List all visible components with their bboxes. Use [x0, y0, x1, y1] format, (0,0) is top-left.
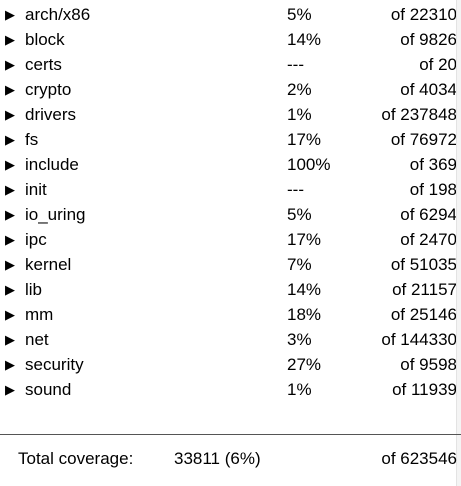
tree-row-security[interactable]: ▶ security 27% of 9598	[0, 352, 461, 377]
coverage-tree: ▶ arch/x86 5% of 22310 ▶ block 14% of 98…	[0, 2, 461, 402]
coverage-percent: 3%	[287, 330, 312, 349]
coverage-total: of 9598	[400, 355, 457, 374]
tree-row-io-uring[interactable]: ▶ io_uring 5% of 6294	[0, 202, 461, 227]
coverage-percent: ---	[287, 180, 304, 199]
tree-row-net[interactable]: ▶ net 3% of 144330	[0, 327, 461, 352]
total-covered-value: 33811 (6%)	[174, 449, 261, 468]
coverage-percent: 100%	[287, 155, 331, 174]
dir-name: sound	[25, 380, 72, 399]
dir-name: drivers	[25, 105, 77, 124]
coverage-total: of 144330	[381, 330, 457, 349]
coverage-percent: ---	[287, 55, 304, 74]
dir-name: include	[25, 155, 79, 174]
coverage-total: of 11939	[392, 380, 457, 399]
dir-name: init	[25, 180, 47, 199]
expand-arrow-icon[interactable]: ▶	[5, 382, 15, 397]
coverage-percent: 5%	[287, 205, 312, 224]
coverage-total: of 369	[409, 155, 457, 174]
dir-name: block	[25, 30, 65, 49]
coverage-total: of 2470	[400, 230, 457, 249]
expand-arrow-icon[interactable]: ▶	[5, 157, 15, 172]
tree-row-mm[interactable]: ▶ mm 18% of 25146	[0, 302, 461, 327]
expand-arrow-icon[interactable]: ▶	[5, 282, 15, 297]
expand-arrow-icon[interactable]: ▶	[5, 132, 15, 147]
expand-arrow-icon[interactable]: ▶	[5, 182, 15, 197]
expand-arrow-icon[interactable]: ▶	[5, 357, 15, 372]
dir-name: lib	[25, 280, 43, 299]
expand-arrow-icon[interactable]: ▶	[5, 32, 15, 47]
dir-name: fs	[25, 130, 39, 149]
coverage-percent: 14%	[287, 280, 322, 299]
coverage-total: of 76972	[390, 130, 457, 149]
dir-name: net	[25, 330, 49, 349]
total-coverage-footer: Total coverage: 33811 (6%) of 623546	[0, 446, 461, 471]
coverage-percent: 7%	[287, 255, 312, 274]
footer-divider	[0, 434, 461, 435]
coverage-percent: 27%	[287, 355, 322, 374]
tree-row-kernel[interactable]: ▶ kernel 7% of 51035	[0, 252, 461, 277]
expand-arrow-icon[interactable]: ▶	[5, 107, 15, 122]
coverage-total: of 22310	[390, 5, 457, 24]
expand-arrow-icon[interactable]: ▶	[5, 232, 15, 247]
tree-row-crypto[interactable]: ▶ crypto 2% of 4034	[0, 77, 461, 102]
coverage-total: of 4034	[400, 80, 457, 99]
coverage-total: of 25146	[390, 305, 457, 324]
coverage-total: of 20	[419, 55, 457, 74]
expand-arrow-icon[interactable]: ▶	[5, 332, 15, 347]
tree-row-lib[interactable]: ▶ lib 14% of 21157	[0, 277, 461, 302]
coverage-percent: 5%	[287, 5, 312, 24]
tree-row-block[interactable]: ▶ block 14% of 9826	[0, 27, 461, 52]
dir-name: crypto	[25, 80, 72, 99]
dir-name: security	[25, 355, 84, 374]
coverage-percent: 17%	[287, 230, 322, 249]
dir-name: arch/x86	[25, 5, 91, 24]
expand-arrow-icon[interactable]: ▶	[5, 207, 15, 222]
tree-row-drivers[interactable]: ▶ drivers 1% of 237848	[0, 102, 461, 127]
coverage-total: of 198	[409, 180, 457, 199]
expand-arrow-icon[interactable]: ▶	[5, 7, 15, 22]
coverage-percent: 2%	[287, 80, 312, 99]
coverage-percent: 18%	[287, 305, 322, 324]
expand-arrow-icon[interactable]: ▶	[5, 82, 15, 97]
coverage-percent: 1%	[287, 380, 312, 399]
total-coverage-label: Total coverage:	[18, 449, 134, 468]
tree-row-init[interactable]: ▶ init --- of 198	[0, 177, 461, 202]
coverage-percent: 17%	[287, 130, 322, 149]
dir-name: mm	[25, 305, 54, 324]
vertical-scrollbar[interactable]	[456, 0, 461, 486]
tree-row-certs[interactable]: ▶ certs --- of 20	[0, 52, 461, 77]
dir-name: certs	[25, 55, 62, 74]
expand-arrow-icon[interactable]: ▶	[5, 57, 15, 72]
tree-row-ipc[interactable]: ▶ ipc 17% of 2470	[0, 227, 461, 252]
coverage-total: of 237848	[381, 105, 457, 124]
tree-row-include[interactable]: ▶ include 100% of 369	[0, 152, 461, 177]
dir-name: kernel	[25, 255, 72, 274]
expand-arrow-icon[interactable]: ▶	[5, 257, 15, 272]
tree-row-sound[interactable]: ▶ sound 1% of 11939	[0, 377, 461, 402]
coverage-total: of 51035	[390, 255, 457, 274]
dir-name: ipc	[25, 230, 47, 249]
coverage-total: of 21157	[392, 280, 457, 299]
coverage-percent: 1%	[287, 105, 312, 124]
total-lines-value: of 623546	[381, 449, 457, 468]
dir-name: io_uring	[25, 205, 86, 224]
coverage-percent: 14%	[287, 30, 322, 49]
tree-row-fs[interactable]: ▶ fs 17% of 76972	[0, 127, 461, 152]
coverage-total: of 6294	[400, 205, 457, 224]
coverage-total: of 9826	[400, 30, 457, 49]
expand-arrow-icon[interactable]: ▶	[5, 307, 15, 322]
tree-row-arch-x86[interactable]: ▶ arch/x86 5% of 22310	[0, 2, 461, 27]
